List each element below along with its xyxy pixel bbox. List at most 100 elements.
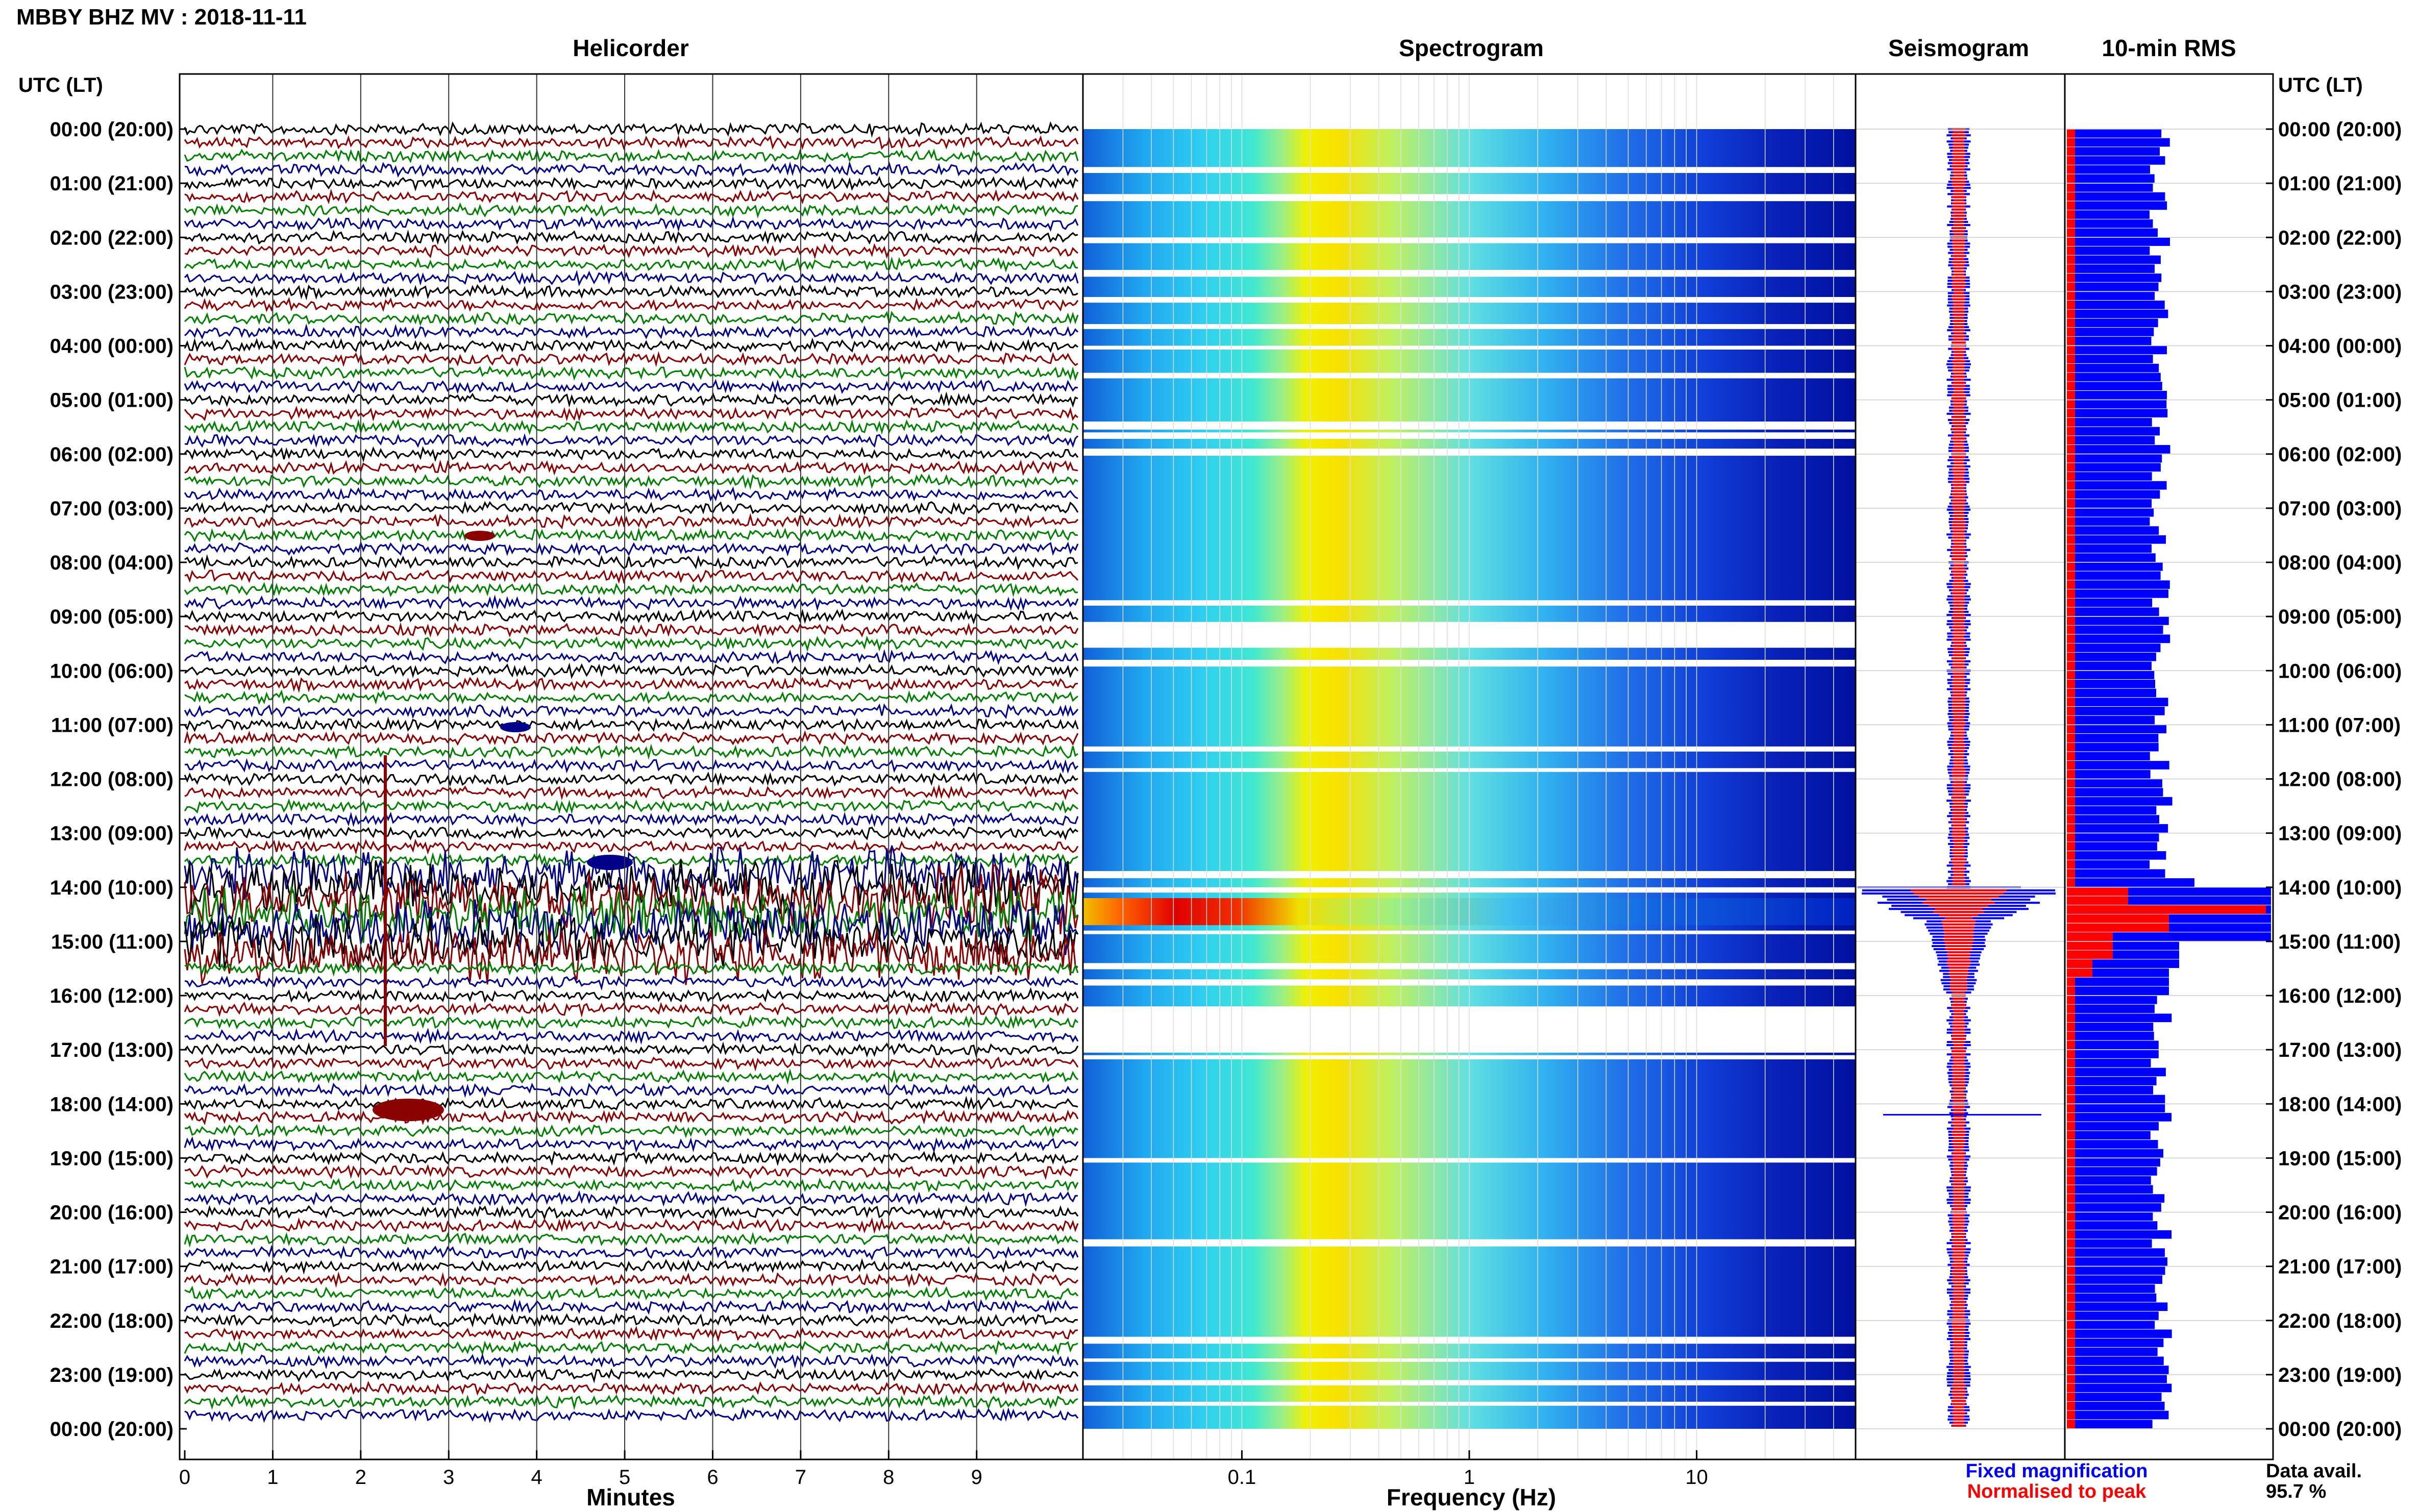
- legend-normalised-to-peak: Normalised to peak: [1967, 1481, 2146, 1502]
- helicorder-trace: [184, 486, 1078, 502]
- rms-bar-normalised: [2067, 1212, 2075, 1221]
- helicorder-event: [464, 531, 495, 541]
- rms-bar-fixed: [2067, 427, 2160, 436]
- rms-bar-normalised: [2067, 1095, 2075, 1104]
- helicorder-trace: [184, 406, 1079, 422]
- rms-bar-normalised: [2067, 309, 2075, 318]
- rms-bar-fixed: [2067, 544, 2152, 553]
- rms-bar-normalised: [2067, 643, 2075, 652]
- rms-bar-fixed: [2067, 1275, 2163, 1284]
- time-label-right: 22:00 (18:00): [2278, 1310, 2402, 1332]
- spectrogram-panel: [1083, 74, 1856, 1459]
- time-label-right: 02:00 (22:00): [2278, 227, 2402, 249]
- x-axis-ticks: 0 1 2 3 4 5 6 7 8 9 0.1 1 10: [179, 1450, 1708, 1489]
- rms-bar-normalised: [2067, 896, 2128, 905]
- rms-bar-fixed: [2067, 1085, 2154, 1095]
- rms-bar-fixed: [2067, 643, 2161, 652]
- rms-bar-normalised: [2067, 1167, 2075, 1176]
- rms-bar-fixed: [2067, 742, 2159, 752]
- rms-bar-fixed: [2067, 679, 2156, 688]
- time-label-left: 20:00 (16:00): [50, 1202, 174, 1224]
- rms-bar-fixed: [2067, 761, 2169, 770]
- helicorder-trace: [184, 1406, 1079, 1424]
- rms-bar-normalised: [2067, 1140, 2075, 1149]
- rms-bar-fixed: [2067, 1383, 2172, 1393]
- rms-bar-fixed: [2067, 129, 2162, 138]
- rms-bar-normalised: [2067, 255, 2075, 264]
- rms-bar-normalised: [2067, 1023, 2075, 1031]
- rms-bar-normalised: [2067, 932, 2113, 941]
- minutes-axis-label: Minutes: [586, 1484, 675, 1510]
- rms-bar-fixed: [2067, 336, 2152, 345]
- helicorder-trace: [184, 284, 1078, 301]
- rms-bar-fixed: [2067, 1140, 2158, 1149]
- time-label-right: 21:00 (17:00): [2278, 1256, 2402, 1278]
- helicorder-trace: [184, 337, 1078, 353]
- rms-bar-fixed: [2067, 508, 2154, 517]
- time-label-left: 09:00 (05:00): [50, 606, 174, 628]
- helicorder-trace: [184, 1258, 1079, 1275]
- spectrogram-title: Spectrogram: [1399, 35, 1544, 61]
- helicorder-trace: [184, 1042, 1079, 1058]
- rms-bar-fixed: [2067, 1329, 2172, 1339]
- rms-bar-normalised: [2067, 526, 2075, 535]
- rms-bar-fixed: [2067, 363, 2159, 373]
- frequency-tick-label: 1: [1464, 1466, 1475, 1489]
- seismogram-title: Seismogram: [1888, 35, 2029, 61]
- rms-bar-fixed: [2067, 1050, 2159, 1058]
- rms-bar-normalised: [2067, 490, 2075, 499]
- rms-bar-normalised: [2067, 851, 2075, 860]
- rms-bar-fixed: [2067, 1410, 2169, 1420]
- helicorder-trace: [184, 1271, 1079, 1288]
- rms-bar-fixed: [2067, 1058, 2151, 1068]
- rms-bar-fixed: [2067, 1149, 2163, 1158]
- rms-bar-fixed: [2067, 1339, 2164, 1347]
- rms-bar-normalised: [2067, 192, 2075, 201]
- rms-bar-normalised: [2067, 1393, 2075, 1401]
- helicorder-trace: [184, 1394, 1078, 1410]
- rms-bar-normalised: [2067, 355, 2075, 363]
- rms-bar-normalised: [2067, 923, 2169, 932]
- rms-bar-normalised: [2067, 715, 2075, 725]
- rms-bar-fixed: [2067, 1393, 2162, 1401]
- helicorder-trace: [184, 202, 1078, 219]
- rms-bar-fixed: [2067, 1239, 2152, 1248]
- rms-bar-normalised: [2067, 1410, 2075, 1420]
- rms-bar-fixed: [2067, 1374, 2167, 1383]
- rms-bar-normalised: [2067, 815, 2075, 824]
- rms-bar-normalised: [2067, 986, 2075, 995]
- rms-bar-fixed: [2067, 291, 2155, 301]
- helicorder-trace: [184, 1056, 1079, 1072]
- helicorder-trace: [184, 256, 1078, 273]
- rms-bar-normalised: [2067, 1284, 2075, 1293]
- rms-bar-fixed: [2067, 201, 2167, 210]
- rms-bar-fixed: [2067, 869, 2165, 878]
- helicorder-trace: [184, 501, 1079, 516]
- rms-bar-fixed: [2067, 698, 2168, 706]
- rms-bar-normalised: [2067, 274, 2075, 282]
- time-label-left: 00:00 (20:00): [50, 118, 174, 141]
- rms-bar-fixed: [2067, 1013, 2172, 1023]
- rms-bar-normalised: [2067, 165, 2075, 174]
- time-label-right: 17:00 (13:00): [2278, 1039, 2402, 1061]
- rms-bar-fixed: [2067, 481, 2167, 490]
- helicorder-trace: [184, 884, 1079, 943]
- rms-bar-normalised: [2067, 1401, 2075, 1410]
- rms-bar-normalised: [2067, 129, 2075, 138]
- rms-bar-normalised: [2067, 1347, 2075, 1356]
- helicorder-trace: [184, 459, 1078, 476]
- rms-bar-fixed: [2067, 1320, 2155, 1329]
- rms-bar-normalised: [2067, 869, 2075, 878]
- rms-bar-fixed: [2067, 715, 2155, 725]
- rms-bar-fixed: [2067, 274, 2162, 282]
- helicorder-event: [587, 855, 633, 870]
- helicorder-trace: [184, 1298, 1078, 1315]
- rms-bar-fixed: [2067, 1031, 2154, 1040]
- rms-bar-normalised: [2067, 1356, 2075, 1366]
- rms-bar-normalised: [2067, 1004, 2075, 1013]
- time-label-left: 21:00 (17:00): [50, 1256, 174, 1278]
- rms-bar-normalised: [2067, 941, 2113, 950]
- rms-bar-normalised: [2067, 598, 2075, 607]
- rms-bar-normalised: [2067, 373, 2075, 382]
- rms-bar-fixed: [2067, 1131, 2151, 1139]
